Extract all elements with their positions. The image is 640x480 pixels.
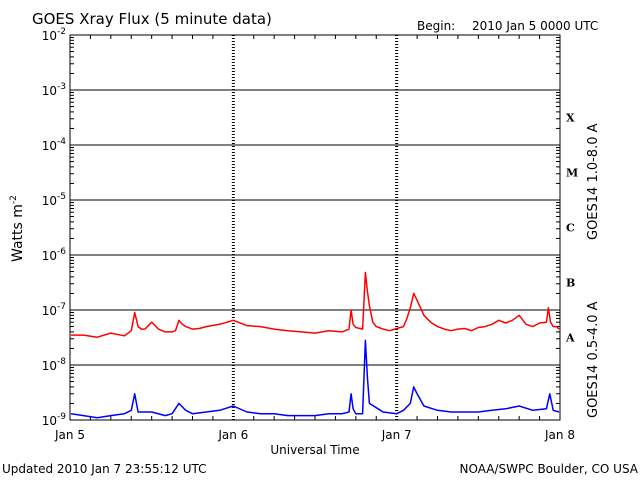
x-tick-label: Jan 5	[54, 428, 85, 442]
y-axis-label: Watts m-2	[9, 195, 26, 262]
begin-value: 2010 Jan 5 0000 UTC	[472, 19, 598, 33]
series-line-short	[70, 339, 560, 419]
begin-label: Begin:	[417, 19, 455, 33]
updated-timestamp: Updated 2010 Jan 7 23:55:12 UTC	[2, 462, 207, 476]
legend-long-channel: GOES14 1.0-8.0 A	[586, 123, 601, 240]
flare-class-B: B	[566, 277, 575, 290]
y-tick-label: 10-8	[42, 357, 67, 373]
x-axis-label: Universal Time	[270, 443, 359, 457]
y-tick-label: 10-2	[42, 27, 66, 43]
y-tick-label: 10-5	[42, 192, 66, 208]
y-tick-label: 10-7	[42, 302, 66, 318]
y-axis-ticks: 10-9 10-8 10-7 10-6 10-5 10-4 10-3 10-2	[42, 27, 560, 428]
plot-frame	[69, 34, 561, 421]
credit-text: NOAA/SWPC Boulder, CO USA	[460, 462, 639, 476]
x-tick-label: Jan 8	[544, 428, 575, 442]
y-tick-label: 10-4	[42, 137, 67, 153]
flare-class-M: M	[566, 167, 578, 180]
flare-class-A: A	[565, 332, 575, 345]
y-tick-label: 10-9	[42, 412, 67, 428]
flare-class-labels: X M C B A	[565, 112, 578, 345]
series-line-long	[71, 271, 560, 338]
flare-class-C: C	[566, 222, 575, 235]
y-tick-label: 10-6	[42, 247, 67, 263]
x-axis-ticks: Jan 5 Jan 6 Jan 7 Jan 8	[54, 35, 575, 442]
y-tick-label: 10-3	[42, 82, 66, 98]
flare-class-X: X	[566, 112, 575, 125]
x-tick-label: Jan 7	[381, 428, 412, 442]
data-series	[70, 271, 560, 419]
grid-lines	[70, 35, 560, 420]
legend-short-channel: GOES14 0.5-4.0 A	[586, 301, 601, 418]
x-tick-label: Jan 6	[217, 428, 248, 442]
chart-title: GOES Xray Flux (5 minute data)	[32, 10, 272, 28]
